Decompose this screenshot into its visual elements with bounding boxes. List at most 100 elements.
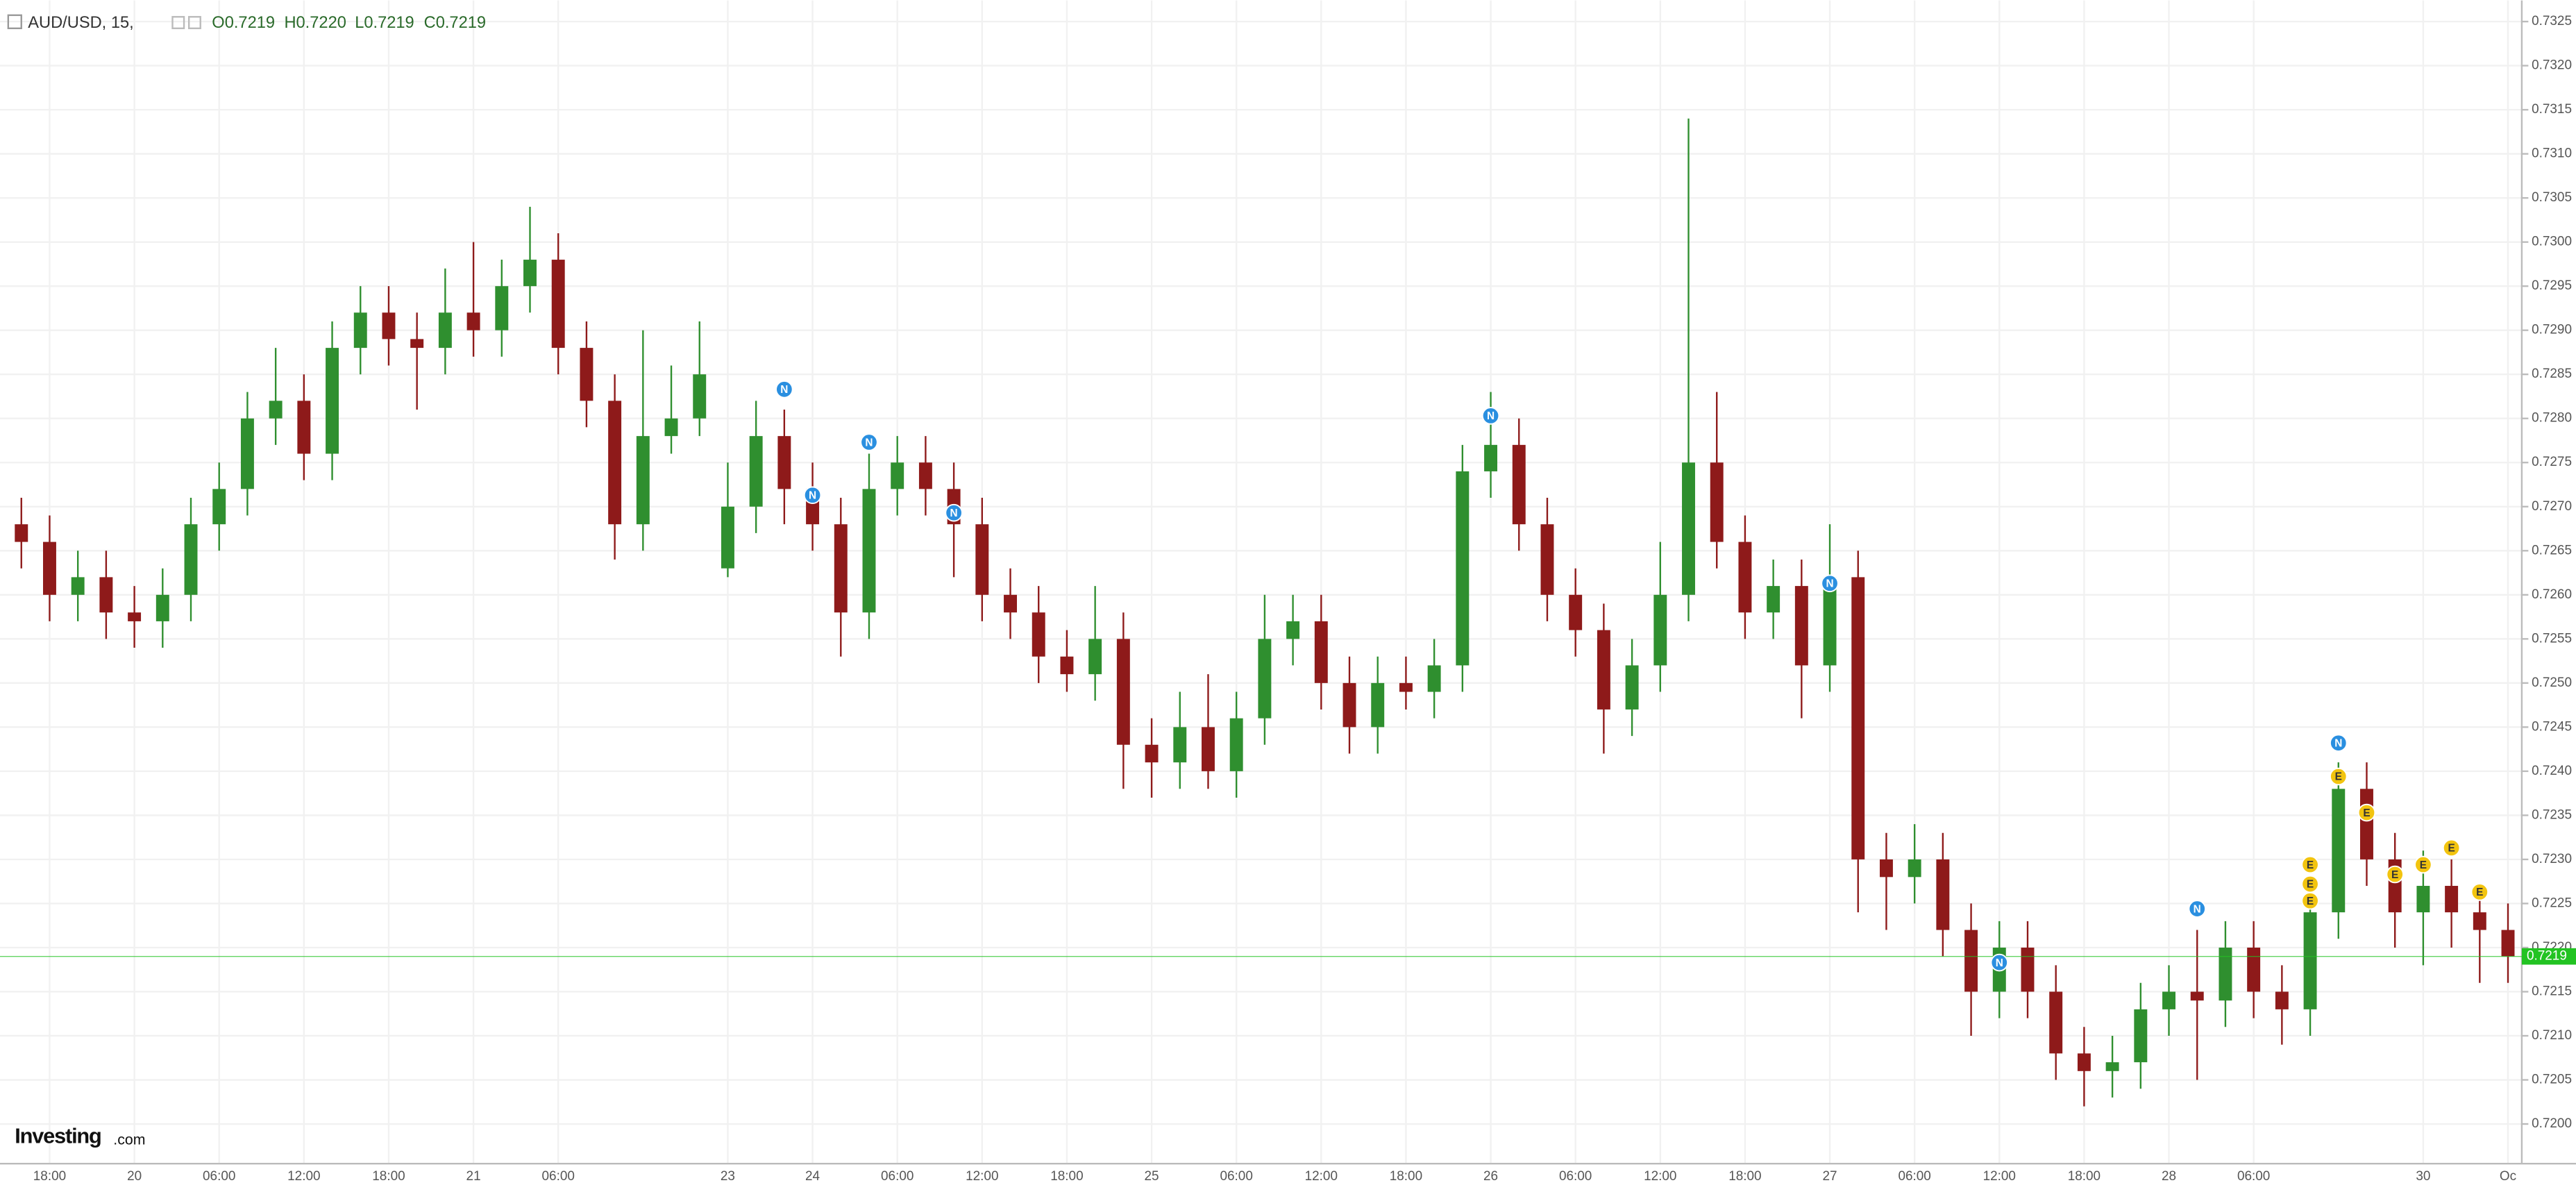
- candle-body: [1851, 577, 1865, 859]
- candle-body: [2501, 930, 2515, 957]
- event-label: N: [950, 507, 958, 519]
- event-marker: [2301, 891, 2319, 910]
- candle-body: [834, 524, 848, 613]
- candle-body: [1653, 594, 1667, 666]
- event-label: N: [809, 489, 816, 501]
- candle-body: [551, 260, 565, 349]
- event-marker: [1481, 407, 1500, 425]
- candle-body: [1116, 639, 1130, 745]
- event-marker: [1821, 574, 1839, 593]
- candle-body: [1342, 682, 1356, 728]
- candle-body: [2077, 1053, 2091, 1071]
- y-tick-label: 0.7230: [2532, 852, 2572, 866]
- candle-body: [1145, 744, 1159, 763]
- x-tick-label: 06:00: [542, 1169, 575, 1184]
- x-tick-label: 23: [721, 1169, 735, 1184]
- candle-body: [2190, 991, 2204, 1001]
- grid: [0, 0, 2522, 1164]
- candle-body: [1286, 621, 1300, 639]
- candle-body: [1597, 630, 1610, 710]
- candle-body: [975, 524, 989, 595]
- candle-body: [1032, 612, 1045, 657]
- candle-body: [1173, 727, 1187, 763]
- candle-body: [1456, 471, 1470, 666]
- symbol-title: AUD/USD, 15,: [28, 14, 134, 32]
- candle-body: [1512, 444, 1526, 525]
- event-marker: [2470, 883, 2489, 901]
- event-label: N: [865, 437, 873, 448]
- y-tick-label: 0.7250: [2532, 675, 2572, 690]
- ohlc-close: C0.7219: [424, 14, 486, 32]
- event-label: E: [2420, 859, 2427, 871]
- event-marker: [2442, 839, 2461, 857]
- x-tick-label: 06:00: [2237, 1169, 2270, 1184]
- candle-body: [99, 577, 113, 613]
- candle-body: [1371, 682, 1385, 728]
- x-tick-label: 12:00: [1983, 1169, 2016, 1184]
- candle-body: [2416, 886, 2430, 913]
- candle-body: [580, 348, 594, 401]
- settings-icon[interactable]: [171, 16, 185, 29]
- event-marker: [945, 503, 963, 522]
- candle-body: [918, 462, 932, 489]
- candle-body: [2021, 947, 2035, 992]
- event-label: E: [2307, 896, 2314, 907]
- candle-body: [2445, 886, 2459, 913]
- event-label: N: [2334, 737, 2342, 749]
- candle-body: [1908, 859, 1921, 878]
- candle-body: [1202, 727, 1215, 771]
- current-price-label: 0.7219: [2527, 949, 2567, 964]
- x-tick-label: 12:00: [1644, 1169, 1676, 1184]
- event-label: E: [2476, 887, 2483, 898]
- y-tick-label: 0.7265: [2532, 543, 2572, 557]
- collapse-button[interactable]: [7, 14, 22, 29]
- event-marker: [2301, 855, 2319, 874]
- close-icon[interactable]: [187, 16, 201, 29]
- y-tick-label: 0.7245: [2532, 719, 2572, 734]
- candle-body: [2473, 912, 2486, 930]
- candle-body: [1229, 718, 1243, 771]
- x-tick-label: 18:00: [1050, 1169, 1083, 1184]
- y-tick-label: 0.7320: [2532, 58, 2572, 73]
- y-tick-label: 0.7200: [2532, 1116, 2572, 1131]
- candle-body: [15, 524, 28, 542]
- candle-body: [1484, 444, 1498, 471]
- y-tick-label: 0.7255: [2532, 631, 2572, 646]
- candle-body: [862, 489, 876, 613]
- candle-body: [1399, 682, 1413, 692]
- y-tick-label: 0.7235: [2532, 807, 2572, 822]
- event-label: E: [2363, 807, 2370, 819]
- y-tick-label: 0.7300: [2532, 235, 2572, 249]
- x-tick-label: 06:00: [1898, 1169, 1930, 1184]
- candle-body: [1964, 930, 1978, 992]
- x-tick-label: 20: [127, 1169, 142, 1184]
- x-tick-label: 06:00: [881, 1169, 914, 1184]
- candle-body: [1569, 594, 1583, 630]
- y-tick-label: 0.7295: [2532, 278, 2572, 293]
- y-tick-label: 0.7225: [2532, 896, 2572, 910]
- candle-body: [749, 436, 763, 507]
- x-tick-label: 06:00: [203, 1169, 235, 1184]
- ohlc-open: O0.7219: [212, 14, 275, 32]
- current-price-tag: [2521, 948, 2576, 965]
- candle-body: [2134, 1009, 2148, 1063]
- x-tick-label: 28: [2162, 1169, 2176, 1184]
- candle-body: [1738, 542, 1752, 613]
- candle-body: [1258, 639, 1272, 719]
- y-tick-label: 0.7315: [2532, 102, 2572, 117]
- y-tick-label: 0.7270: [2532, 499, 2572, 514]
- candle-body: [43, 542, 56, 595]
- x-tick-label: 12:00: [966, 1169, 998, 1184]
- y-tick-label: 0.7210: [2532, 1028, 2572, 1043]
- event-label: E: [2335, 771, 2342, 783]
- candle-body: [326, 348, 339, 454]
- ohlc-high: H0.7220: [284, 14, 346, 32]
- event-label: N: [1487, 410, 1495, 422]
- event-marker: [2414, 855, 2432, 874]
- x-tick-label: 18:00: [372, 1169, 405, 1184]
- candle-body: [438, 312, 452, 349]
- candle-body: [523, 260, 537, 287]
- candle-body: [1060, 656, 1074, 675]
- y-tick-label: 0.7260: [2532, 587, 2572, 602]
